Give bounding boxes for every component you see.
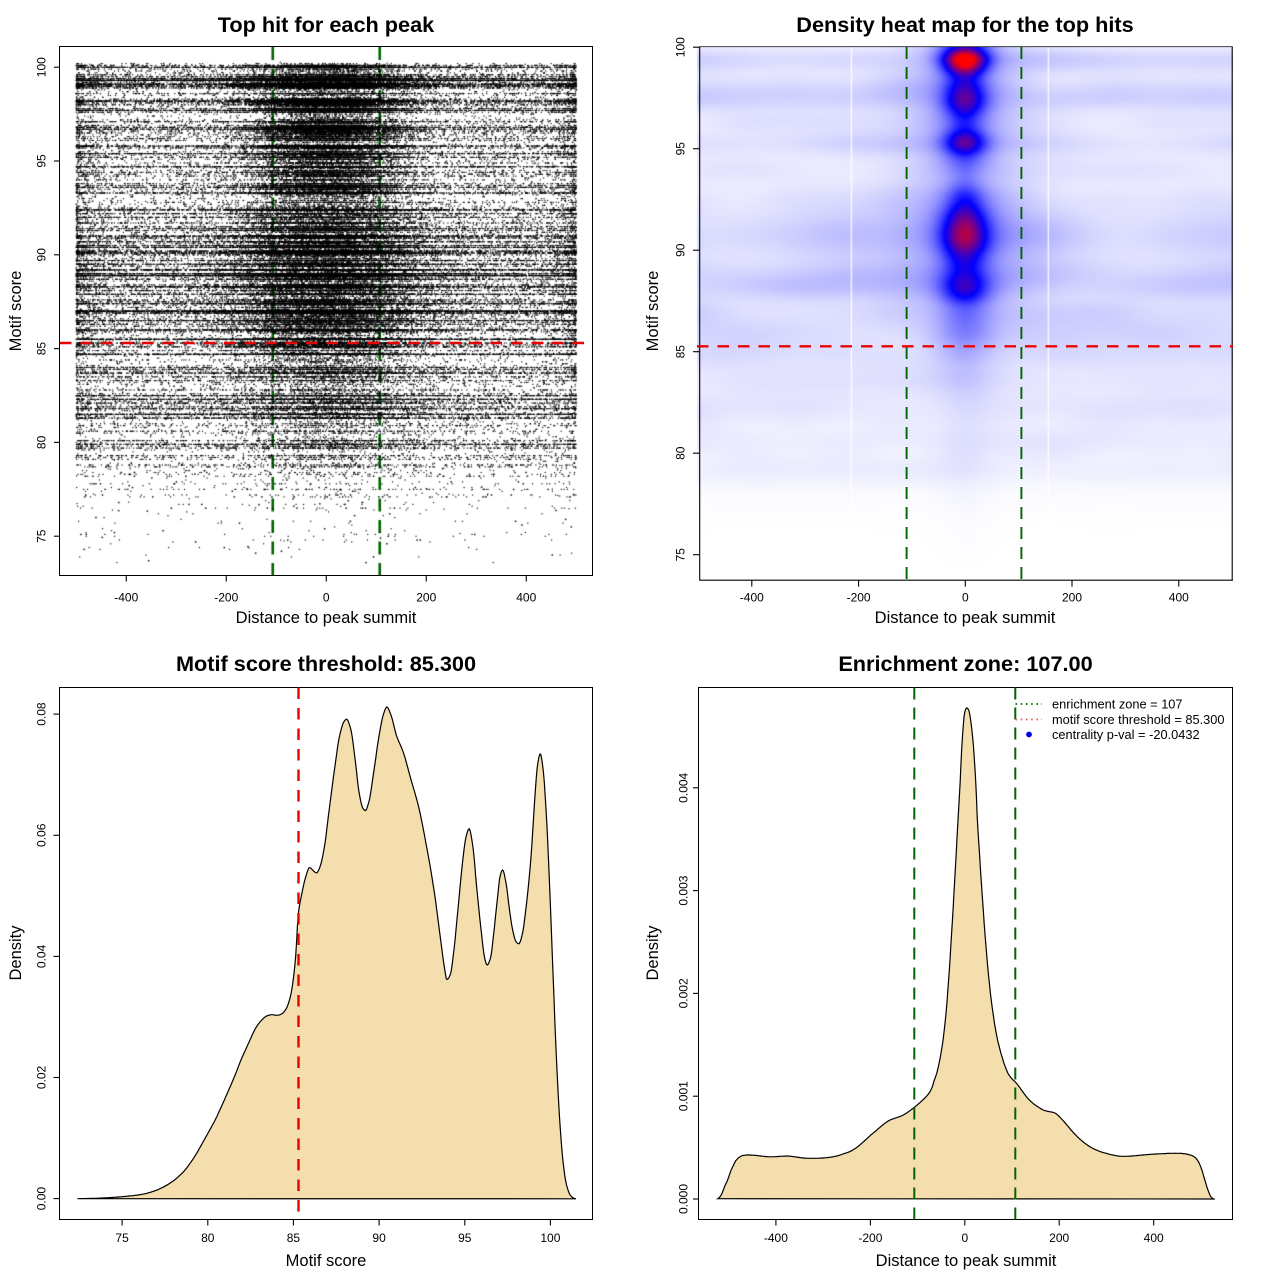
svg-text:-400: -400 <box>764 1231 788 1245</box>
svg-text:85: 85 <box>287 1231 301 1245</box>
svg-text:Motif score: Motif score <box>7 271 25 352</box>
svg-text:95: 95 <box>34 154 48 168</box>
svg-text:Density heat map for the top h: Density heat map for the top hits <box>796 12 1133 37</box>
svg-text:Motif score: Motif score <box>286 1252 367 1270</box>
svg-text:95: 95 <box>673 142 687 156</box>
svg-text:75: 75 <box>115 1231 129 1245</box>
svg-text:0: 0 <box>323 591 330 605</box>
svg-text:Density: Density <box>7 925 25 981</box>
svg-text:85: 85 <box>673 345 687 359</box>
svg-text:motif score threshold = 85.300: motif score threshold = 85.300 <box>1052 712 1225 727</box>
svg-text:200: 200 <box>416 591 436 605</box>
svg-text:centrality p-val = -20.0432: centrality p-val = -20.0432 <box>1052 727 1200 742</box>
svg-text:Distance to peak summit: Distance to peak summit <box>875 609 1056 627</box>
svg-text:200: 200 <box>1062 591 1082 605</box>
svg-text:-400: -400 <box>740 591 764 605</box>
svg-text:90: 90 <box>372 1231 386 1245</box>
svg-text:80: 80 <box>201 1231 215 1245</box>
svg-text:-200: -200 <box>858 1231 882 1245</box>
svg-text:400: 400 <box>1144 1231 1164 1245</box>
svg-text:-200: -200 <box>214 591 238 605</box>
svg-text:0: 0 <box>962 591 969 605</box>
svg-text:80: 80 <box>673 446 687 460</box>
svg-text:400: 400 <box>1169 591 1189 605</box>
svg-text:Top hit for each peak: Top hit for each peak <box>218 12 435 37</box>
svg-text:0.004: 0.004 <box>676 772 690 802</box>
svg-text:0.06: 0.06 <box>34 823 48 847</box>
svg-text:-200: -200 <box>847 591 871 605</box>
svg-text:Enrichment zone: 107.00: Enrichment zone: 107.00 <box>838 651 1092 676</box>
svg-text:200: 200 <box>1049 1231 1069 1245</box>
svg-text:85: 85 <box>34 342 48 356</box>
svg-text:enrichment zone = 107: enrichment zone = 107 <box>1052 697 1183 712</box>
svg-text:0.04: 0.04 <box>34 944 48 968</box>
svg-text:0.002: 0.002 <box>676 978 690 1008</box>
svg-text:0.001: 0.001 <box>676 1081 690 1111</box>
svg-text:-400: -400 <box>114 591 138 605</box>
svg-text:Density: Density <box>644 925 662 981</box>
svg-text:Motif score: Motif score <box>644 271 662 352</box>
svg-text:Distance to peak summit: Distance to peak summit <box>876 1252 1057 1270</box>
svg-text:Distance to peak summit: Distance to peak summit <box>236 609 417 627</box>
svg-text:0.003: 0.003 <box>676 875 690 905</box>
svg-text:0.02: 0.02 <box>34 1065 48 1089</box>
svg-text:90: 90 <box>34 248 48 262</box>
svg-text:75: 75 <box>34 529 48 543</box>
svg-text:0: 0 <box>961 1231 968 1245</box>
svg-text:75: 75 <box>673 548 687 562</box>
svg-text:100: 100 <box>540 1231 560 1245</box>
svg-text:0.000: 0.000 <box>676 1184 690 1214</box>
svg-text:0.08: 0.08 <box>34 702 48 726</box>
svg-text:80: 80 <box>34 435 48 449</box>
svg-text:0.00: 0.00 <box>34 1187 48 1211</box>
svg-text:100: 100 <box>673 37 687 57</box>
svg-text:95: 95 <box>458 1231 472 1245</box>
svg-text:100: 100 <box>34 57 48 77</box>
svg-text:Motif score threshold: 85.300: Motif score threshold: 85.300 <box>176 651 476 676</box>
svg-text:90: 90 <box>673 243 687 257</box>
svg-text:400: 400 <box>516 591 536 605</box>
